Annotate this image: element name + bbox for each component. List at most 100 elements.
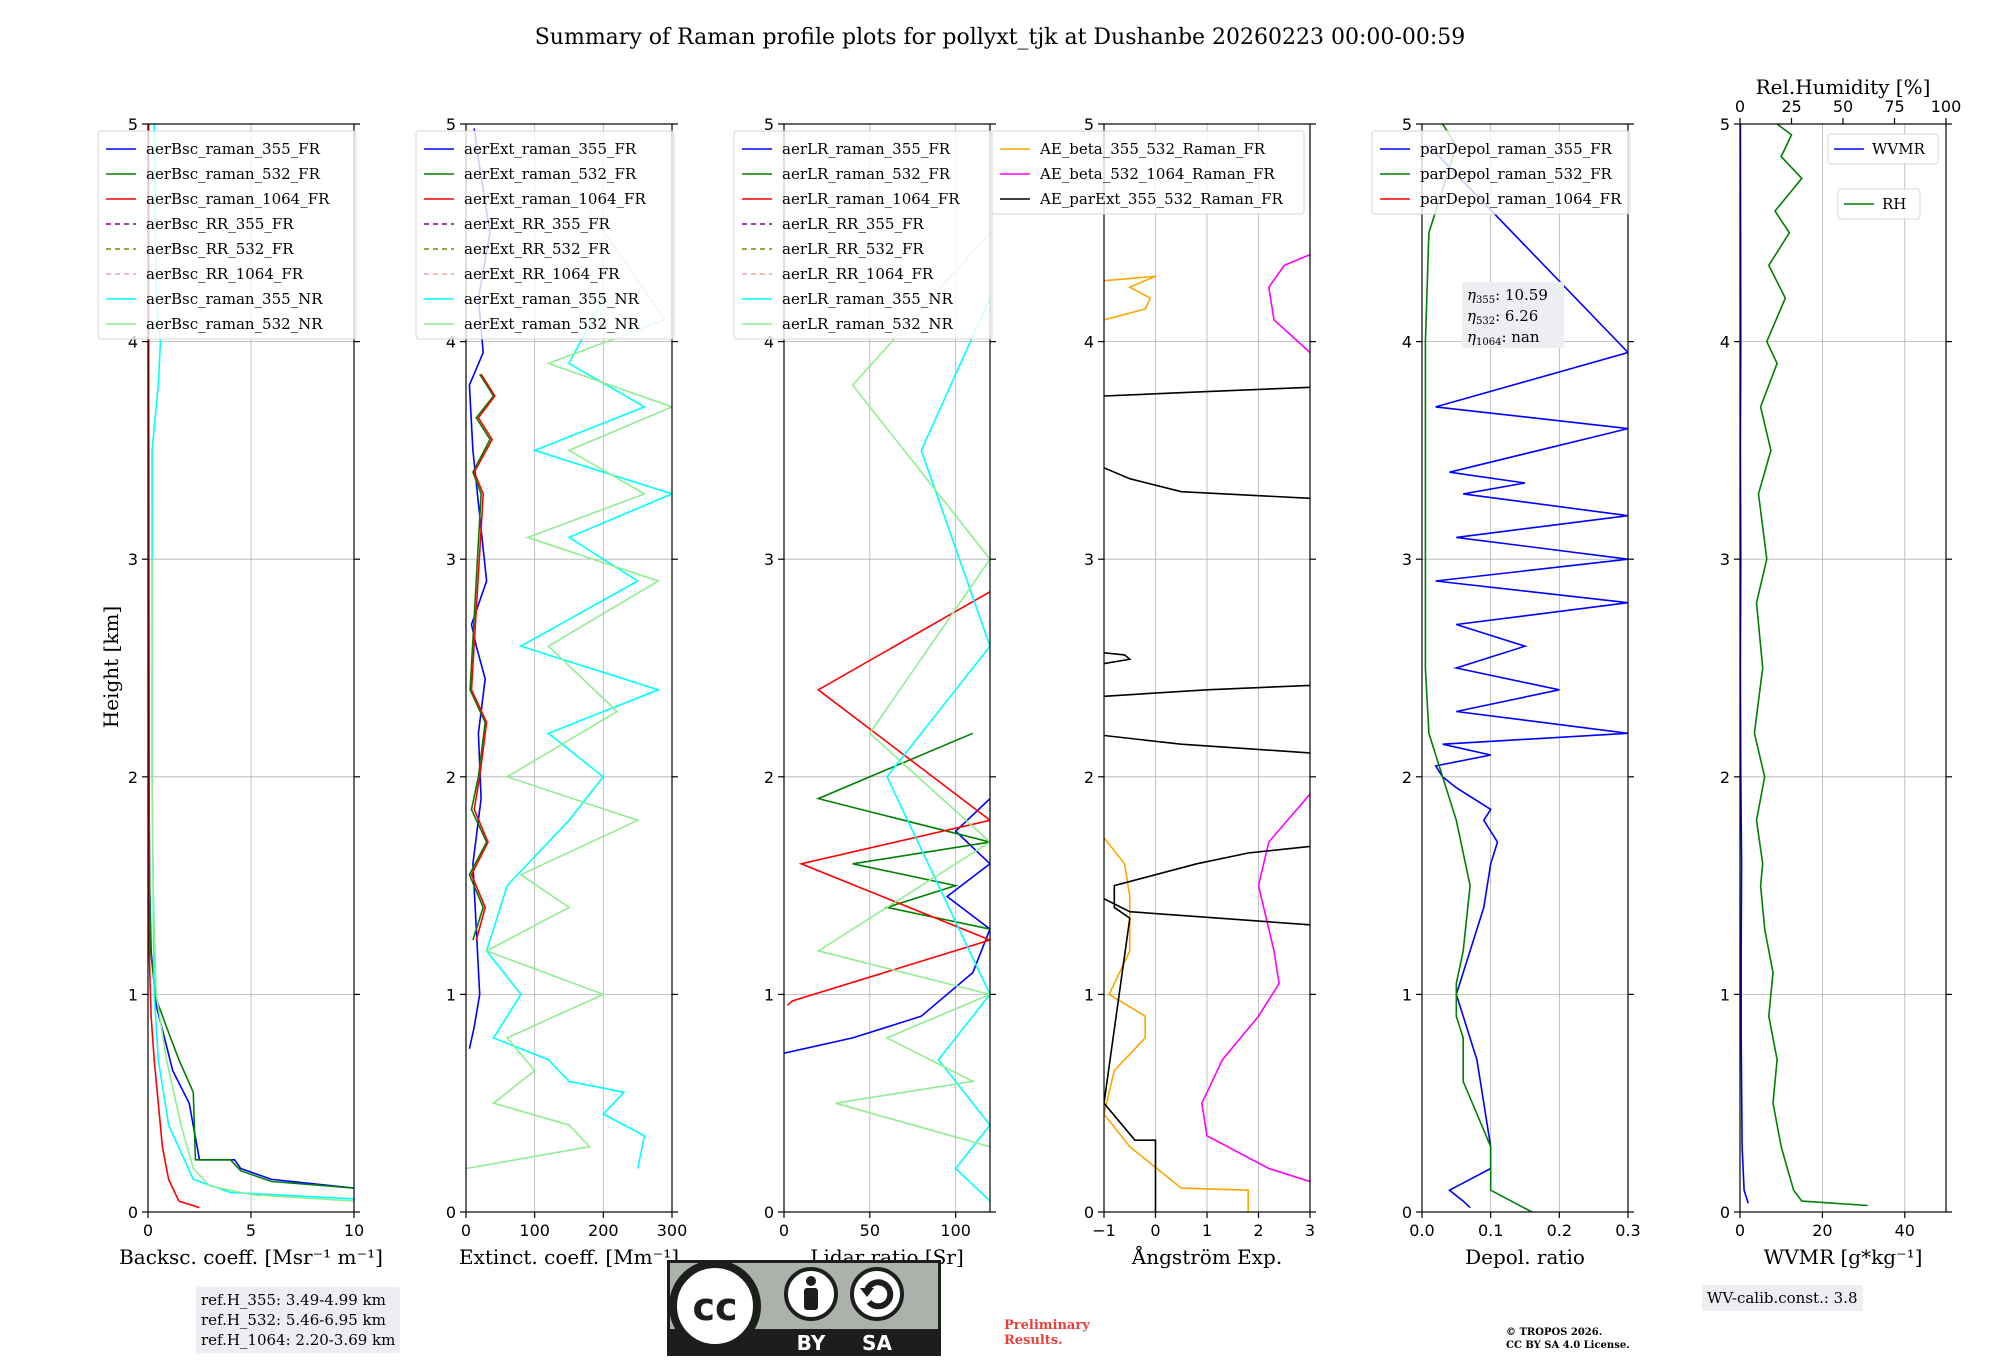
x-tick-label: 3 [1305,1221,1315,1240]
y-axis-label: Height [km] [99,606,123,728]
eta-value-1064: η1064: nan [1467,328,1540,348]
series-line-segment [1104,467,1310,500]
y-tick-label: 4 [764,333,774,352]
cc-circle-icon [669,1260,761,1352]
x-tick-label: 1 [1202,1221,1212,1240]
x-tick-label: 50 [860,1221,880,1240]
share-alike-arrowhead [860,1288,874,1297]
y-tick-label: 1 [1084,985,1094,1004]
y-tick-label: 3 [1402,550,1412,569]
legend-label: aerBsc_raman_355_FR [146,140,321,158]
top-x-tick-label: 50 [1833,97,1853,116]
series-line-segment [1104,734,1310,754]
axes-frame [465,123,673,1213]
axes-frame [1421,123,1629,1213]
series-line-segment [1104,684,1310,698]
ref-height-532: ref.H_532: 5.46-6.95 km [201,1311,386,1329]
legend-label: AE_beta_532_1064_Raman_FR [1039,165,1275,183]
legend-label: aerExt_raman_1064_FR [464,190,646,208]
person-head [806,1276,816,1286]
y-tick-label: 0 [128,1203,138,1222]
axes-frame [783,123,991,1213]
panel-5: 0.0 0.1 0.2 0.3 0 1 2 3 4 5 Depol. ratio parDepol_r… [1371,115,1641,1269]
legend-label: aerExt_raman_532_FR [464,165,637,183]
series-line-aerLR_raman_532_FR [815,732,990,930]
figure-title: Summary of Raman profile plots for polly… [535,25,1466,50]
legend-box [991,130,1305,215]
top-x-tick-label: 0 [1735,97,1745,116]
series-line-aerExt_raman_532_NR [466,210,672,1170]
y-tick-label: 2 [764,768,774,787]
legend-label: aerBsc_raman_1064_FR [146,190,330,208]
legend-label: aerExt_raman_532_NR [464,315,640,333]
legend-label: aerExt_RR_1064_FR [464,265,620,283]
panel-series-group [784,232,990,1202]
series-line-AE_beta_355_532_Raman_FR [1104,837,1249,1212]
series-line-aerLR_raman_355_FR [784,798,990,1054]
ref-height-1064: ref.H_1064: 2.20-3.69 km [201,1331,396,1349]
legend-label: aerBsc_raman_532_NR [146,315,323,333]
legend-label: aerExt_RR_532_FR [464,240,611,258]
y-tick-label: 5 [1720,115,1730,134]
panel-series-group [1104,253,1310,1212]
y-tick-label: 1 [1402,985,1412,1004]
series-line-aerExt_raman_355_NR [485,297,672,1169]
eta-value-532: η532: 6.26 [1467,307,1538,327]
eta-value-355: η355: 10.59 [1467,286,1548,306]
legend-box [1827,133,1939,165]
x-tick-label: 2 [1253,1221,1263,1240]
top-x-tick-label: 25 [1781,97,1801,116]
series-line-AE_beta_532_1064_Raman_FR [1200,793,1310,1183]
y-tick-label: 5 [128,115,138,134]
y-tick-label: 5 [446,115,456,134]
y-tick-label: 0 [1720,1203,1730,1222]
wv-calibration-box: WV-calib.const.: 3.8 [1702,1285,1863,1311]
series-line-aerLR_raman_532_NR [816,232,990,1148]
panel-series-group [1740,124,1868,1207]
y-tick-label: 1 [1720,985,1730,1004]
series-line-parDepol_raman_355_FR [1428,145,1628,1209]
x-axis-label: Extinct. coeff. [Mm⁻¹] [459,1245,679,1269]
x-tick-label: 300 [657,1221,688,1240]
legend: AE_beta_355_532_Raman_FR AE_beta_532_1064… [991,130,1305,215]
series-line-segment [1104,652,1132,665]
legend-label: aerBsc_RR_1064_FR [146,265,304,283]
cc-by-text: BY [797,1331,826,1355]
series-line-aerBsc_raman_532_NR [151,559,354,1202]
y-tick-label: 4 [1084,333,1094,352]
cc-by-sa-license-logo: cc BY SA [667,1260,941,1356]
x-tick-label: 0 [461,1221,471,1240]
legend-label: parDepol_raman_1064_FR [1420,190,1622,208]
y-tick-label: 1 [128,985,138,1004]
y-tick-label: 4 [128,333,138,352]
y-tick-label: 0 [446,1203,456,1222]
series-line-aerLR_raman_1064_FR [786,591,990,1006]
y-tick-label: 4 [1402,333,1412,352]
panel-1: 0 5 10 0 1 2 3 4 5 Backsc. coeff. [Msr⁻¹ m⁻¹] aerB… [97,115,383,1269]
x-tick-label: 20 [1812,1221,1832,1240]
legend-label: aerLR_raman_1064_FR [782,190,960,208]
x-tick-label: 0.0 [1409,1221,1434,1240]
x-tick-label: 0.1 [1478,1221,1503,1240]
top-x-tick-label: 100 [1931,97,1962,116]
legend-label: aerLR_raman_532_FR [782,165,951,183]
legend: aerBsc_raman_355_FR aerBsc_raman_532_FRae… [97,130,357,340]
y-tick-label: 5 [764,115,774,134]
y-tick-label: 3 [1720,550,1730,569]
x-axis-label: Backsc. coeff. [Msr⁻¹ m⁻¹] [119,1245,383,1269]
series-line-segment [1104,386,1310,397]
series-line-RH [1753,124,1868,1207]
legend-label: aerBsc_raman_532_FR [146,165,321,183]
top-x-tick-label: 75 [1884,97,1904,116]
legend-box [733,130,993,340]
series-line-AE_parExt_355_532_Raman_FR [1104,845,1310,1212]
x-axis-label: WVMR [g*kg⁻¹] [1764,1245,1923,1269]
x-tick-label: 0 [1150,1221,1160,1240]
y-tick-label: 3 [446,550,456,569]
legend-label: AE_beta_355_532_Raman_FR [1039,140,1266,158]
legend-label: aerLR_RR_532_FR [782,240,924,258]
legend-label: aerLR_raman_355_NR [782,290,953,308]
share-alike-icon [850,1267,904,1321]
y-tick-label: 2 [1084,768,1094,787]
